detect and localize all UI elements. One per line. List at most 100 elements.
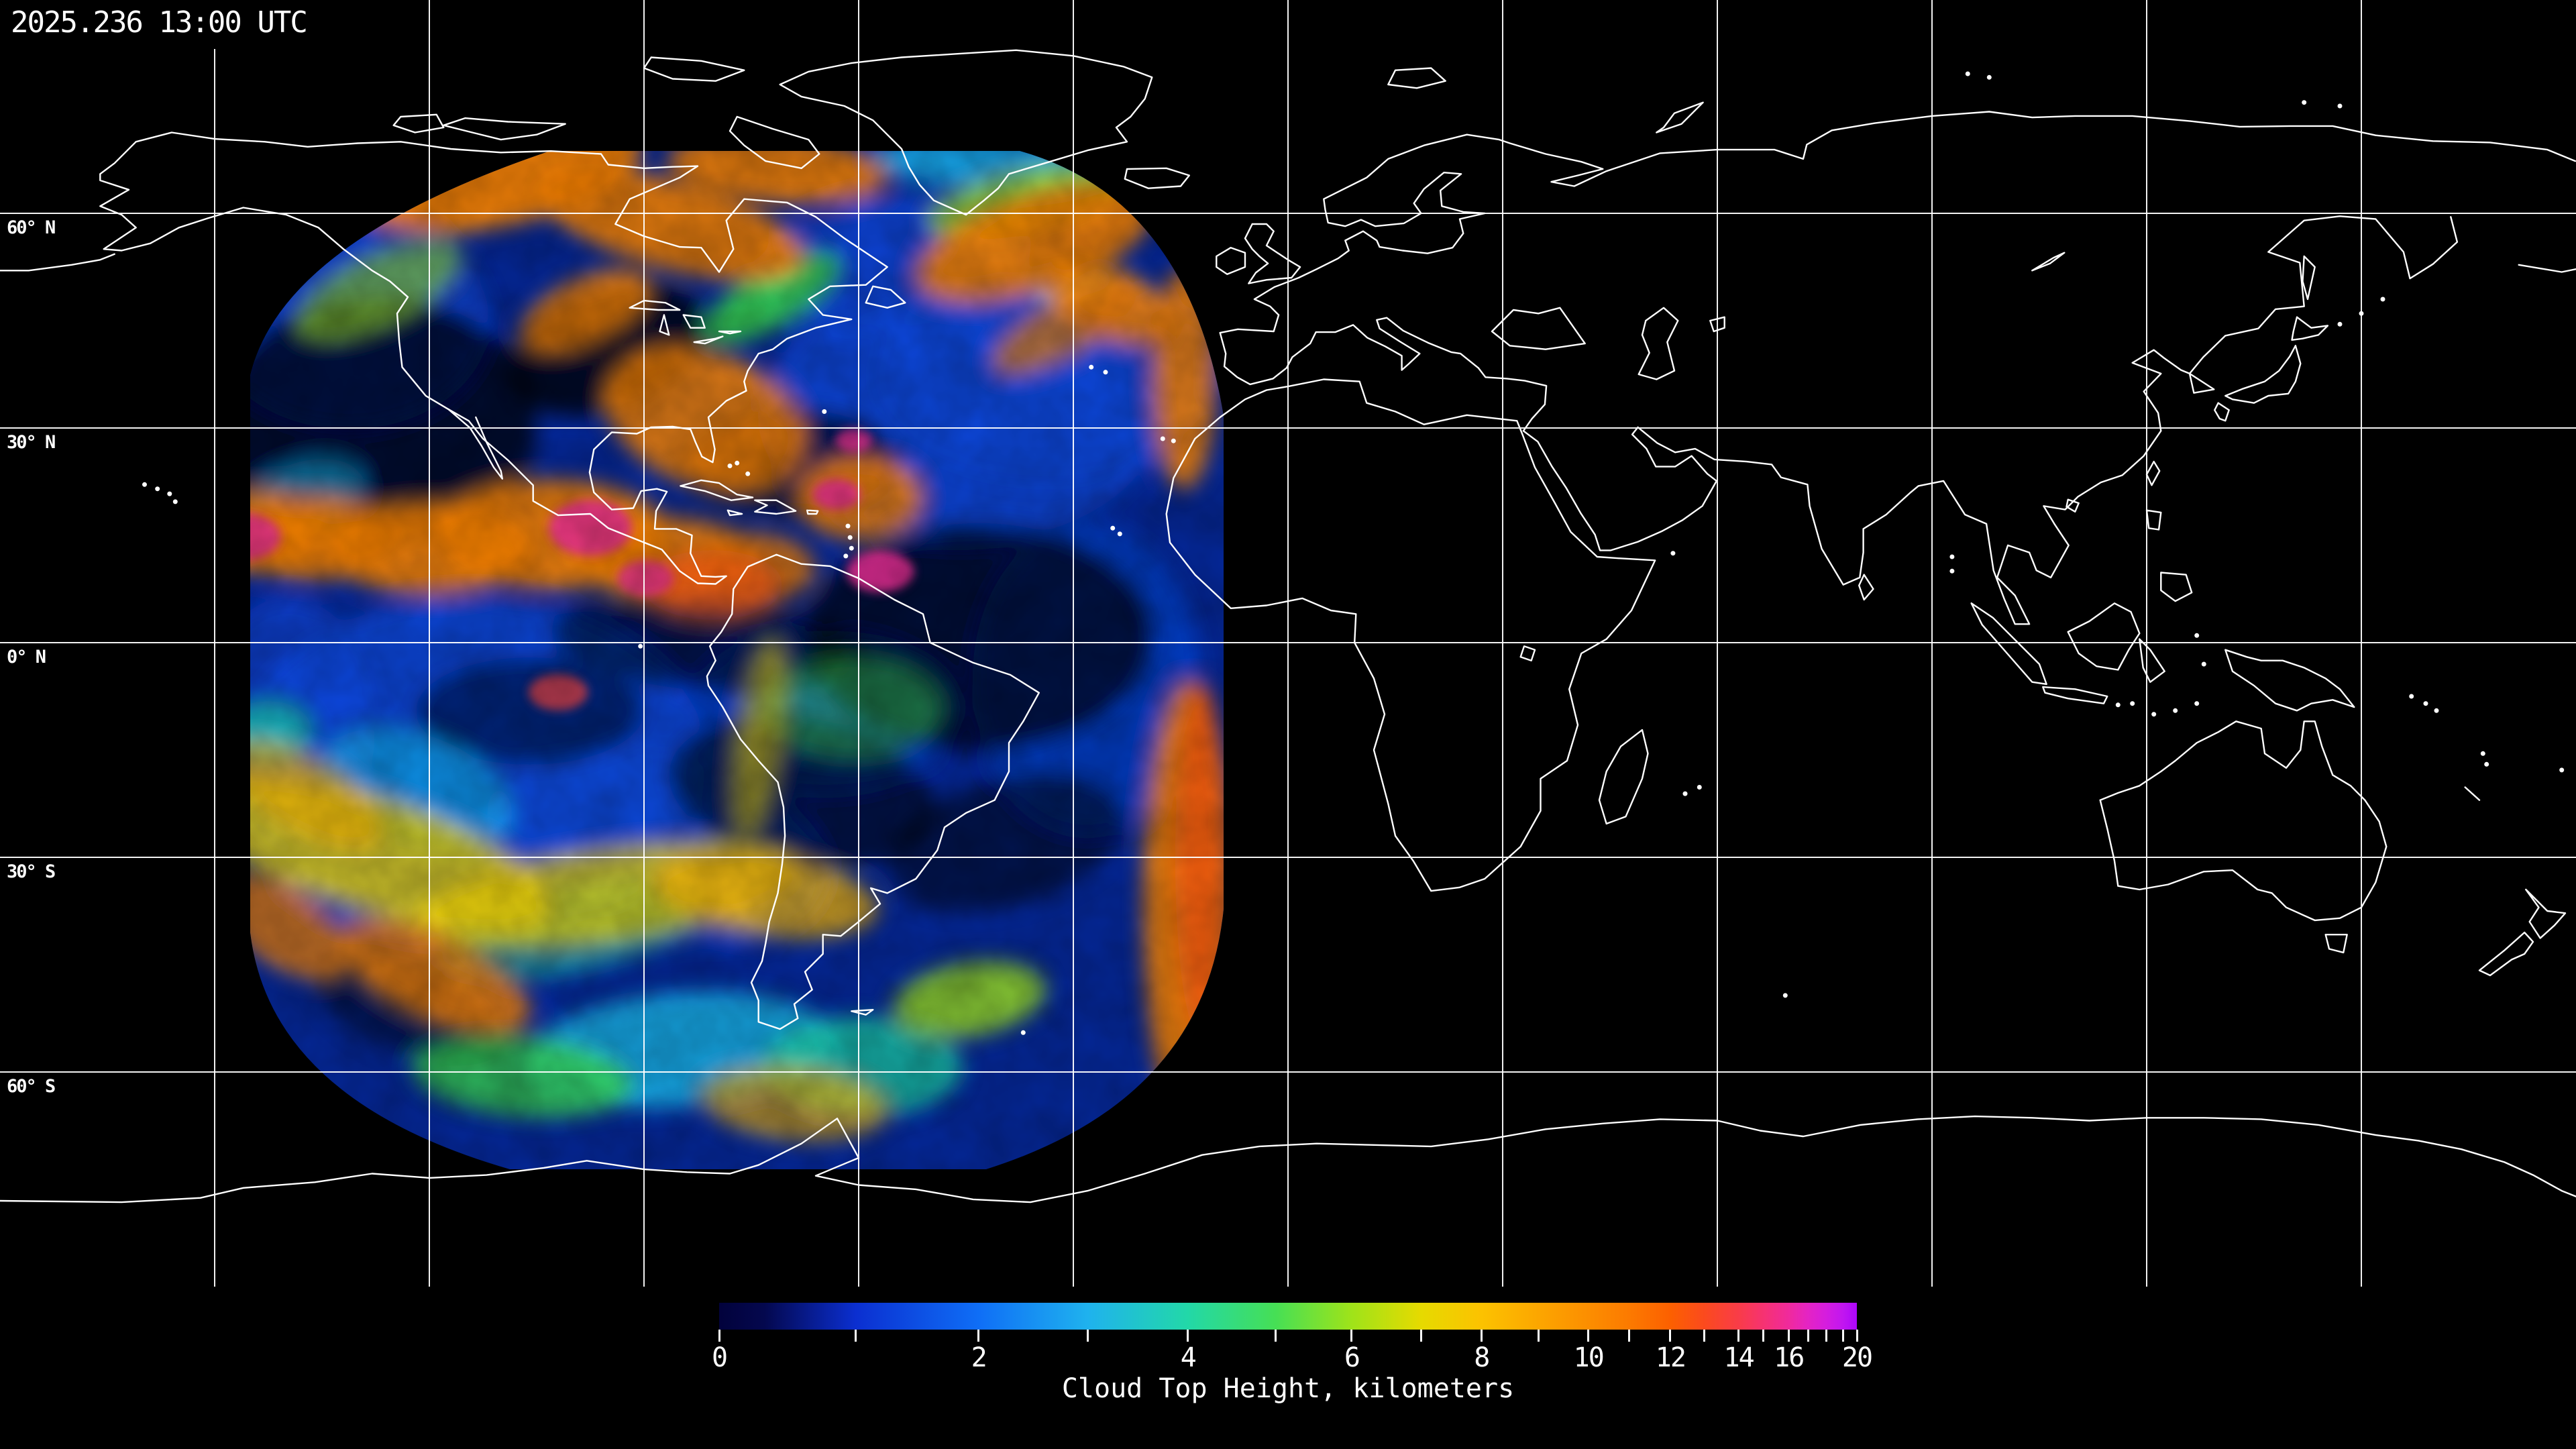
island-dot bbox=[2151, 712, 2157, 717]
island-dot bbox=[2194, 633, 2200, 638]
island-dot bbox=[745, 471, 751, 476]
coastline-path bbox=[2067, 602, 2141, 671]
island-dot bbox=[1949, 568, 1955, 574]
island-dot bbox=[1117, 531, 1122, 537]
coastline-path bbox=[443, 117, 566, 141]
colorbar-tick bbox=[1703, 1330, 1706, 1342]
coastline-path bbox=[754, 499, 797, 515]
island-dot bbox=[849, 545, 854, 551]
coastline-path bbox=[2031, 252, 2065, 272]
coastline-path bbox=[2065, 498, 2080, 513]
colorbar-tick bbox=[1787, 1330, 1790, 1342]
coastline-path bbox=[1387, 67, 1446, 89]
colorbar-tick-label: 0 bbox=[711, 1342, 728, 1373]
coastline-path bbox=[1970, 602, 2047, 686]
island-dot bbox=[845, 523, 851, 529]
island-dot bbox=[2130, 701, 2135, 706]
swath-noise-texture bbox=[250, 151, 1224, 1169]
colorbar-tick-label: 16 bbox=[1774, 1342, 1805, 1373]
coastline-path bbox=[2214, 402, 2230, 422]
island-dot bbox=[2409, 694, 2414, 699]
coastline-path bbox=[1519, 645, 1536, 661]
island-dot bbox=[2559, 767, 2565, 773]
island-dot bbox=[1782, 993, 1788, 998]
island-dot bbox=[2484, 761, 2489, 767]
colorbar-tick bbox=[855, 1330, 857, 1342]
coastline-path bbox=[718, 330, 742, 335]
coastline-path bbox=[1216, 247, 1246, 275]
coastline-path bbox=[851, 1009, 874, 1016]
coastline-path bbox=[1244, 223, 1301, 284]
colorbar-tick bbox=[1350, 1330, 1353, 1342]
latitude-label: 30° N bbox=[7, 432, 56, 453]
island-dot bbox=[2423, 701, 2428, 706]
coastline-path bbox=[99, 131, 888, 585]
island-dot bbox=[727, 464, 733, 468]
island-dot bbox=[1986, 74, 1992, 80]
island-dot bbox=[2337, 103, 2343, 109]
coastline-path bbox=[2224, 649, 2355, 712]
colorbar-tick-label: 6 bbox=[1344, 1342, 1360, 1373]
coastline-path bbox=[1598, 729, 1649, 825]
colorbar-tick bbox=[1480, 1330, 1483, 1342]
colorbar: 0 2 4 6 8 10 12 14 16 20 bbox=[712, 1303, 1873, 1371]
coastline-path bbox=[1656, 101, 1704, 133]
island-dot bbox=[2302, 100, 2307, 105]
island-dot bbox=[172, 499, 178, 504]
island-dot bbox=[1110, 525, 1116, 531]
coastline-path bbox=[2224, 345, 2302, 404]
coastline-path bbox=[1638, 307, 1679, 380]
colorbar-tick-label: 20 bbox=[1841, 1342, 1873, 1373]
colorbar-tick-label: 14 bbox=[1723, 1342, 1755, 1373]
colorbar-tick bbox=[1737, 1330, 1740, 1342]
colorbar-tick bbox=[1187, 1330, 1189, 1342]
island-dot bbox=[2359, 311, 2364, 316]
coastline-path bbox=[2099, 720, 2387, 922]
island-dot bbox=[735, 460, 740, 466]
coastline-path bbox=[2464, 786, 2481, 801]
colorbar-tick-label: 4 bbox=[1180, 1342, 1197, 1373]
island-dot bbox=[167, 491, 172, 496]
island-dots bbox=[142, 71, 2565, 1035]
coastline-path bbox=[680, 479, 754, 501]
coastline-path bbox=[447, 409, 503, 480]
island-dot bbox=[638, 643, 643, 649]
island-dot bbox=[2337, 321, 2343, 327]
coastline-path bbox=[629, 299, 681, 311]
colorbar-tick-label: 12 bbox=[1655, 1342, 1686, 1373]
colorbar-tick bbox=[1587, 1330, 1590, 1342]
colorbar-tick-label: 10 bbox=[1573, 1342, 1605, 1373]
island-dot bbox=[1089, 364, 1094, 370]
colorbar-tick bbox=[1419, 1330, 1422, 1342]
coastline-path bbox=[1709, 316, 1725, 333]
coastlines bbox=[0, 49, 2576, 1203]
coastline-path bbox=[2291, 316, 2329, 341]
island-dot bbox=[1171, 438, 1176, 443]
coastline-path bbox=[2145, 509, 2162, 531]
island-dot bbox=[155, 486, 160, 492]
colorbar-tick bbox=[1669, 1330, 1672, 1342]
graticule-grid-lines bbox=[0, 0, 2576, 1287]
island-dot bbox=[2434, 708, 2439, 713]
coastline-path bbox=[392, 113, 445, 133]
colorbar-tick bbox=[1087, 1330, 1089, 1342]
coastline-path bbox=[779, 49, 1153, 216]
coastline-path bbox=[0, 253, 115, 272]
island-dot bbox=[1020, 1030, 1026, 1035]
coastline-path bbox=[1124, 167, 1190, 189]
coastline-path bbox=[1491, 307, 1586, 350]
coastline-path bbox=[0, 1115, 2576, 1203]
colorbar-tick bbox=[1537, 1330, 1540, 1342]
coastline-path bbox=[1219, 111, 2576, 334]
coastline-path bbox=[2324, 934, 2348, 954]
coastline-path bbox=[643, 56, 745, 82]
coastline-path bbox=[2518, 264, 2576, 273]
coastline-path bbox=[659, 314, 670, 336]
island-dot bbox=[1103, 370, 1108, 375]
coastline-path bbox=[1858, 574, 1874, 601]
island-dot bbox=[847, 535, 853, 540]
timestamp-label: 2025.236 13:00 UTC bbox=[0, 0, 324, 49]
latitude-label: 0° N bbox=[7, 647, 46, 667]
